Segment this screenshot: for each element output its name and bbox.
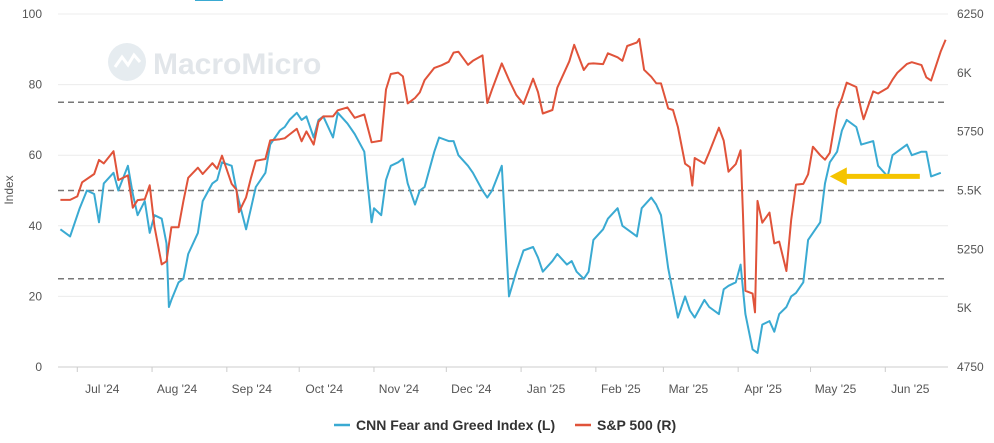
y-tick-left-100: 100 <box>22 7 42 21</box>
x-tick-label: Dec '24 <box>451 382 492 396</box>
watermark-text: MacroMicro <box>153 48 321 81</box>
watermark-logo-mark <box>113 52 142 68</box>
y-tick-left-40: 40 <box>29 219 43 233</box>
y-tick-left-60: 60 <box>29 148 43 162</box>
y-tick-right-5250: 5250 <box>957 242 984 256</box>
series-line-sp500 <box>60 37 947 314</box>
x-tick-label: Sep '24 <box>232 382 273 396</box>
legend-label-fear-greed: CNN Fear and Greed Index (L) <box>356 417 555 433</box>
x-tick-label: Mar '25 <box>669 382 709 396</box>
series-layer <box>59 37 947 354</box>
x-tick-label: Jul '24 <box>85 382 120 396</box>
watermark: MacroMicro <box>108 43 321 81</box>
x-tick-label: Jun '25 <box>891 382 930 396</box>
x-tick-label: May '25 <box>815 382 857 396</box>
legend-item-fear-greed[interactable]: CNN Fear and Greed Index (L) <box>334 417 555 433</box>
top-legend-swatch <box>195 0 223 1</box>
y-tick-right-4750: 4750 <box>957 360 984 374</box>
y-tick-right-55K: 5.5K <box>957 184 982 198</box>
y-tick-left-80: 80 <box>29 78 43 92</box>
y-tick-left-20: 20 <box>29 289 43 303</box>
legend-item-sp500[interactable]: S&P 500 (R) <box>575 417 676 433</box>
y-tick-right-6K: 6K <box>957 66 972 80</box>
y-tick-left-0: 0 <box>35 360 42 374</box>
y-axis-title-left: Index <box>2 175 16 204</box>
series-line-fear-greed <box>59 111 942 354</box>
legend-label-sp500: S&P 500 (R) <box>597 417 676 433</box>
legend[interactable]: CNN Fear and Greed Index (L) S&P 500 (R) <box>334 417 676 433</box>
x-tick-label: Oct '24 <box>305 382 343 396</box>
y-tick-right-5K: 5K <box>957 301 972 315</box>
annotation-layer <box>829 167 920 186</box>
y-tick-right-5750: 5750 <box>957 125 984 139</box>
x-tick-label: Apr '25 <box>744 382 782 396</box>
x-tick-label: Aug '24 <box>157 382 198 396</box>
annotation-arrow-head <box>829 167 847 186</box>
x-tick-label: Feb '25 <box>601 382 641 396</box>
x-tick-label: Jan '25 <box>527 382 566 396</box>
x-tick-label: Nov '24 <box>379 382 420 396</box>
axis-layer: 0 20 40 60 80 100 4750 5K 5250 5.5K 5750 6K 6250 Jul … <box>22 7 984 396</box>
y-tick-right-6250: 6250 <box>957 7 984 21</box>
